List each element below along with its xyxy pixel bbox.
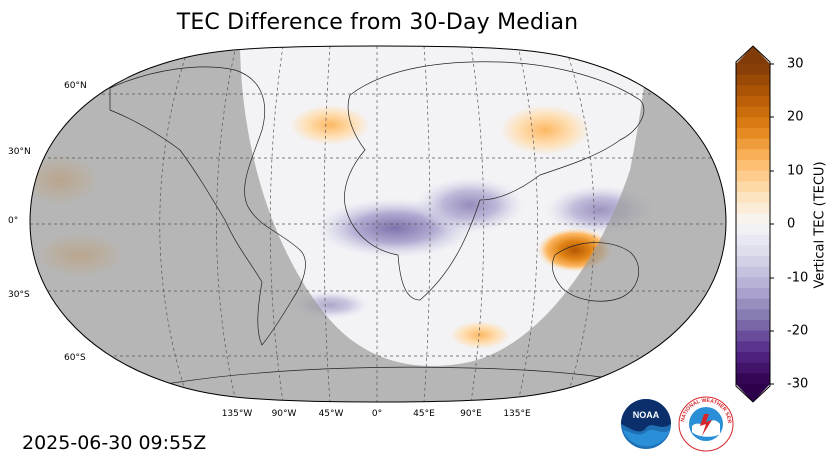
colorbar-band: [736, 266, 770, 278]
colorbar-band: [736, 181, 770, 193]
colorbar-band: [736, 245, 770, 257]
colorbar-tick-10: 10: [787, 163, 804, 179]
colorbar-band: [736, 288, 770, 300]
anomaly-east-asia: [500, 105, 590, 155]
colorbar-band: [736, 96, 770, 108]
lat-label-60n: 60°N: [64, 81, 87, 91]
colorbar-band: [736, 138, 770, 150]
colorbar-band: [736, 106, 770, 118]
lon-label-45e: 45°E: [413, 409, 435, 419]
nws-logo: NATIONAL WEATHER SERVICE: [678, 396, 734, 452]
lon-label-135e: 135°E: [503, 409, 531, 419]
noaa-logo: NOAA: [621, 399, 671, 449]
lat-label-60s: 60°S: [64, 353, 86, 363]
colorbar-tick-0: 0: [787, 216, 796, 232]
colorbar-band: [736, 256, 770, 268]
colorbar-band: [736, 160, 770, 172]
colorbar-band: [736, 352, 770, 364]
colorbar-band: [736, 320, 770, 332]
graticule: [30, 46, 726, 402]
lon-label-45w: 45°W: [318, 409, 344, 419]
colorbar-extend-top: [736, 46, 770, 64]
night-shading: [30, 46, 726, 402]
lat-label-0: 0°: [8, 216, 19, 226]
colorbar-label: Vertical TEC (TECU): [812, 161, 828, 289]
colorbar-tick-20: 20: [787, 109, 804, 125]
colorbar-band: [736, 192, 770, 204]
colorbar-band: [736, 149, 770, 161]
colorbar-band: [736, 74, 770, 86]
colorbar-band: [736, 341, 770, 353]
anomaly-north-atlantic: [290, 105, 370, 145]
colorbar-outline: [735, 45, 771, 403]
colorbar-tick-neg30: -30: [787, 376, 809, 392]
colorbar-band: [736, 277, 770, 289]
colorbar-tick-30: 30: [787, 56, 804, 72]
colorbar-band: [736, 234, 770, 246]
map-content: [30, 46, 726, 402]
colorbar-band: [736, 362, 770, 374]
globe-outline: [29, 45, 727, 403]
colorbar-band: [736, 202, 770, 214]
colorbar-band: [736, 85, 770, 97]
lat-label-30n: 30°N: [8, 147, 31, 157]
lon-label-90e: 90°E: [460, 409, 482, 419]
map-panel: 135°W 90°W 45°W 0° 45°E 90°E 135°E 60°N …: [8, 45, 727, 419]
colorbar-band: [736, 330, 770, 342]
map-svg: [29, 45, 727, 403]
lon-label-0: 0°: [371, 409, 383, 419]
colorbar-bands: [736, 46, 770, 402]
anomaly-east-africa: [415, 177, 525, 233]
lat-label-30s: 30°S: [8, 290, 30, 300]
colorbar-band: [736, 128, 770, 140]
lon-label-90w: 90°W: [271, 409, 297, 419]
colorbar-band: [736, 213, 770, 225]
colorbar-band: [736, 117, 770, 129]
colorbar-extend-bottom: [736, 384, 770, 402]
colorbar-band: [736, 170, 770, 182]
colorbar-band: [736, 298, 770, 310]
colorbar-band: [736, 373, 770, 385]
colorbar-svg: [735, 45, 774, 403]
colorbar-band: [736, 64, 770, 76]
timestamp: 2025-06-30 09:55Z: [22, 432, 207, 454]
noaa-logo-text: NOAA: [633, 410, 660, 420]
colorbar-band: [736, 309, 770, 321]
lon-label-135w: 135°W: [221, 409, 253, 419]
colorbar-band: [736, 224, 770, 236]
chart-title: TEC Difference from 30-Day Median: [176, 10, 579, 35]
colorbar-tick-neg20: -20: [787, 323, 809, 339]
colorbar-tick-neg10: -10: [787, 270, 809, 286]
colorbar-ticks: [770, 63, 774, 385]
anomaly-south-indian: [450, 321, 510, 349]
colorbar: [730, 44, 835, 404]
